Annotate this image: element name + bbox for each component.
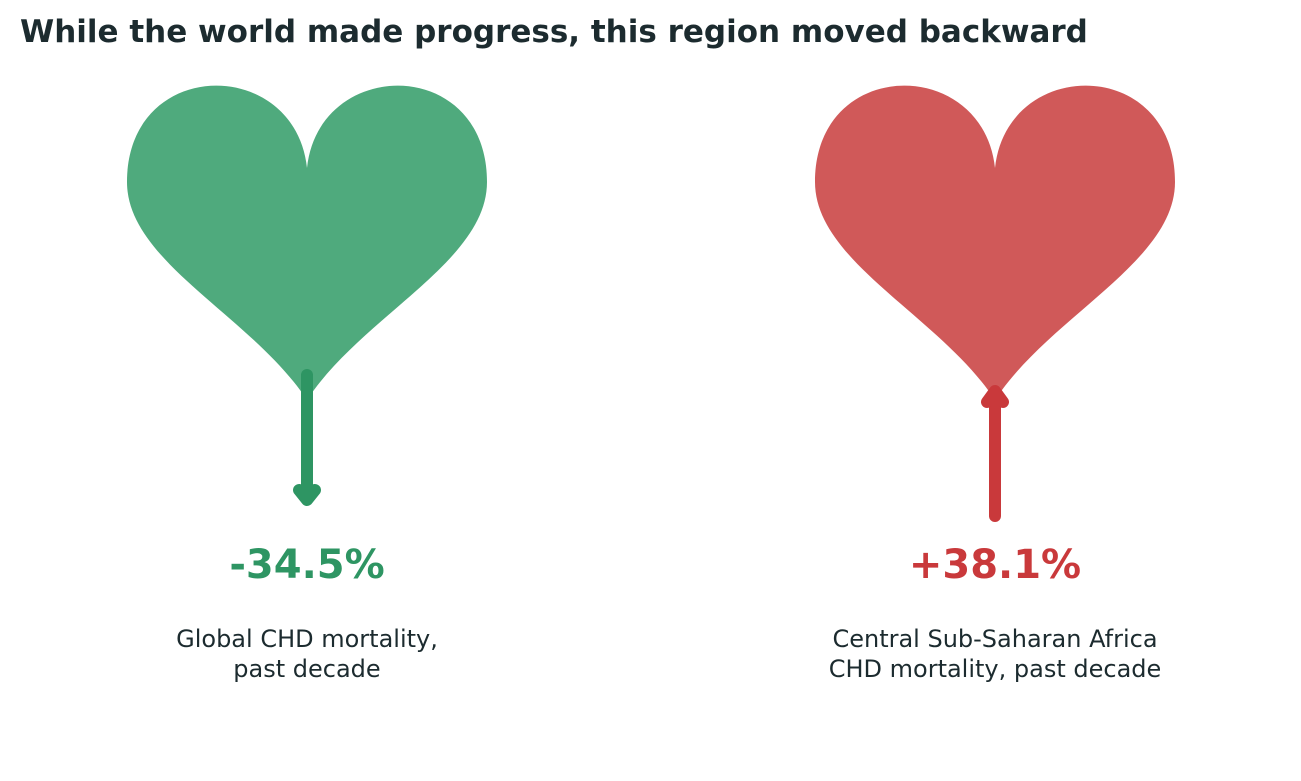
arrow-down-icon xyxy=(293,484,321,506)
panel-central-sub-saharan-africa: +38.1% Central Sub-Saharan Africa CHD mo… xyxy=(695,0,1295,781)
panel-global: -34.5% Global CHD mortality, past decade xyxy=(7,0,607,781)
caption-central-line-2: CHD mortality, past decade xyxy=(828,655,1162,683)
panel-global-graphic xyxy=(127,85,487,506)
chart-title: While the world made progress, this regi… xyxy=(20,14,1088,50)
heart-icon xyxy=(815,85,1175,401)
heart-icon xyxy=(127,85,487,401)
caption-global-line-1: Global CHD mortality, xyxy=(176,625,438,653)
panel-central-sub-saharan-africa-graphic xyxy=(815,85,1175,522)
caption-central-line-1: Central Sub-Saharan Africa xyxy=(832,625,1158,653)
arrow-up-icon xyxy=(981,385,1009,408)
value-label-central-sub-saharan-africa: +38.1% xyxy=(908,542,1082,588)
caption-global: Global CHD mortality, past decade xyxy=(7,624,607,684)
caption-global-line-2: past decade xyxy=(233,655,381,683)
caption-central-sub-saharan-africa: Central Sub-Saharan Africa CHD mortality… xyxy=(695,624,1295,684)
value-label-global: -34.5% xyxy=(229,542,385,588)
